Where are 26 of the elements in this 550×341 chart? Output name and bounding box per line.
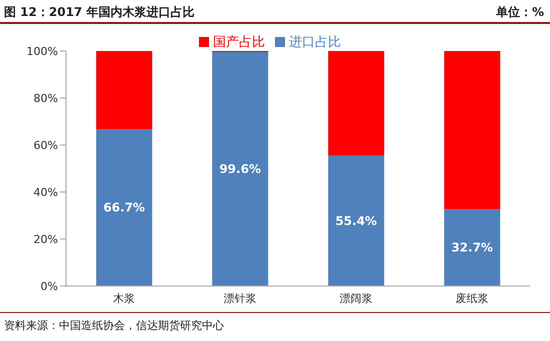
- y-tick-label: 40%: [34, 186, 58, 199]
- bar: [96, 129, 152, 286]
- text: 资料来源：中国造纸协会，信达期货研究中心: [4, 318, 224, 333]
- data-label: 32.7%: [451, 240, 493, 255]
- bar: [328, 51, 384, 156]
- x-tick-label: 漂针浆: [224, 292, 256, 305]
- bar: [212, 52, 268, 286]
- chart-title: 图 12：2017 年国内木浆进口占比: [4, 4, 194, 21]
- y-tick-label: 0%: [40, 280, 58, 293]
- bar: [96, 51, 152, 130]
- y-tick-label: 100%: [26, 44, 58, 58]
- bar: [328, 156, 384, 286]
- chart-subtitle: 单位：%: [496, 4, 544, 21]
- data-label: 99.6%: [219, 162, 261, 176]
- legend-label: 进口占比: [289, 35, 341, 50]
- legend-label: 国产占比: [213, 35, 265, 50]
- y-tick-label: 80%: [34, 92, 58, 105]
- x-tick-label: 漂阔浆: [340, 292, 372, 305]
- data-label: 55.4%: [335, 214, 377, 228]
- data-label: 66.7%: [103, 200, 145, 215]
- y-tick-label: 20%: [34, 232, 58, 246]
- y-tick-label: 60%: [34, 138, 58, 152]
- x-tick-label: 废纸浆: [456, 292, 488, 305]
- x-tick-label: 木浆: [113, 292, 135, 305]
- bar: [444, 51, 500, 210]
- bar: [444, 209, 500, 286]
